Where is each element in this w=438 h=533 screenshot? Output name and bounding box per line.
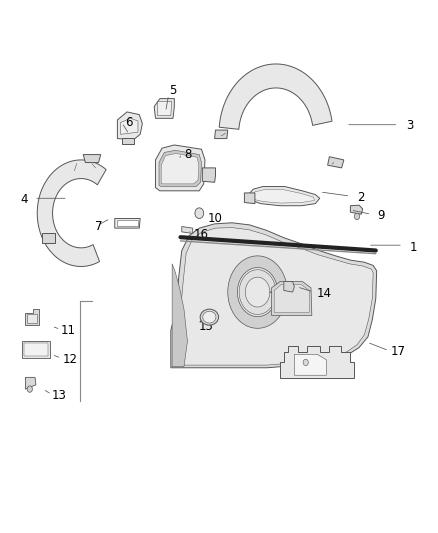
Text: 10: 10 <box>207 212 222 225</box>
Polygon shape <box>122 138 134 144</box>
Polygon shape <box>161 154 199 184</box>
Text: 17: 17 <box>391 345 406 358</box>
Polygon shape <box>328 157 344 168</box>
Circle shape <box>303 359 308 366</box>
Polygon shape <box>155 145 205 191</box>
Polygon shape <box>284 281 294 292</box>
Polygon shape <box>159 150 201 187</box>
Polygon shape <box>215 130 228 139</box>
Ellipse shape <box>200 309 219 325</box>
Polygon shape <box>27 314 37 323</box>
Circle shape <box>354 213 360 220</box>
Text: 12: 12 <box>63 353 78 366</box>
Text: 7: 7 <box>95 220 102 233</box>
Polygon shape <box>280 346 354 378</box>
Polygon shape <box>228 256 287 328</box>
Text: 8: 8 <box>185 148 192 161</box>
Polygon shape <box>25 377 36 389</box>
Polygon shape <box>182 227 193 233</box>
Text: 3: 3 <box>406 119 413 132</box>
Polygon shape <box>245 187 320 206</box>
Polygon shape <box>117 220 138 226</box>
Polygon shape <box>154 99 174 118</box>
Polygon shape <box>272 281 312 316</box>
Polygon shape <box>239 270 276 314</box>
Text: 5: 5 <box>170 84 177 97</box>
Text: 16: 16 <box>194 228 209 241</box>
Polygon shape <box>350 205 363 214</box>
Polygon shape <box>120 118 138 134</box>
Polygon shape <box>37 160 106 266</box>
Polygon shape <box>83 155 101 163</box>
Polygon shape <box>42 233 55 243</box>
Circle shape <box>195 208 204 219</box>
Circle shape <box>27 386 32 392</box>
Polygon shape <box>158 101 172 116</box>
Polygon shape <box>294 354 326 375</box>
Polygon shape <box>22 341 50 358</box>
Text: 1: 1 <box>410 241 418 254</box>
Text: 11: 11 <box>60 324 75 337</box>
Text: 6: 6 <box>125 116 133 129</box>
Text: 13: 13 <box>52 389 67 402</box>
Polygon shape <box>219 64 332 130</box>
Polygon shape <box>249 190 314 203</box>
Polygon shape <box>244 193 255 204</box>
Text: 9: 9 <box>377 209 385 222</box>
Polygon shape <box>117 112 142 140</box>
Polygon shape <box>171 223 377 368</box>
Polygon shape <box>25 309 39 325</box>
Ellipse shape <box>203 311 216 323</box>
Text: 2: 2 <box>357 191 365 204</box>
Polygon shape <box>175 228 373 365</box>
Polygon shape <box>115 219 140 228</box>
Polygon shape <box>202 168 215 182</box>
Polygon shape <box>24 343 48 356</box>
Text: 14: 14 <box>317 287 332 300</box>
Text: 4: 4 <box>20 193 28 206</box>
Text: 15: 15 <box>198 320 213 333</box>
Polygon shape <box>274 285 309 312</box>
Polygon shape <box>172 264 187 367</box>
